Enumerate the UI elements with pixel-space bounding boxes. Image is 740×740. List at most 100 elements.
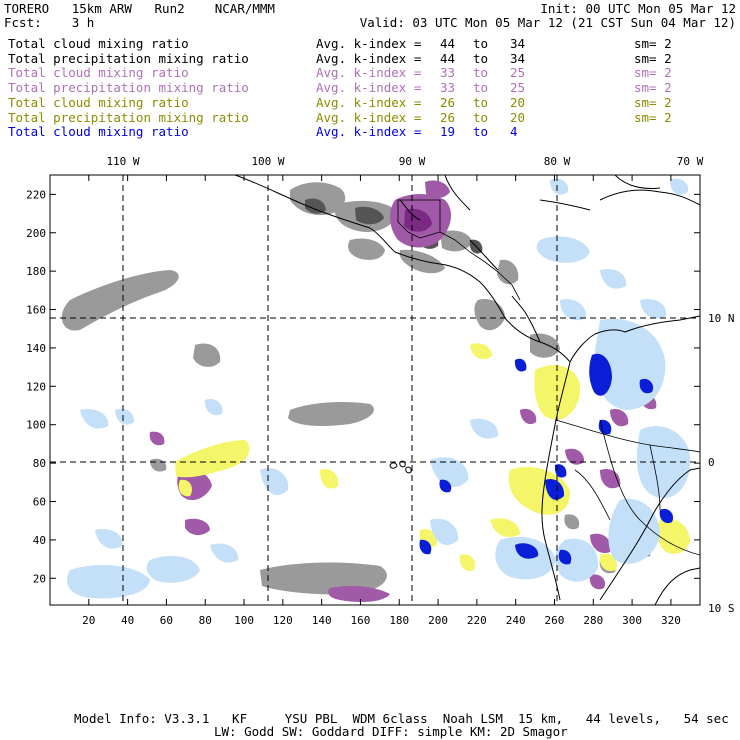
y-tick-labels: 220 200 180 160 140 120 100 80 60 40 20 — [26, 188, 46, 585]
x-tick-label-13: 280 — [583, 614, 603, 627]
legend-from-5: 26 — [440, 109, 456, 125]
longitude-label-0: 110 W — [106, 155, 139, 168]
legend-from-0: 44 — [440, 36, 456, 51]
y-tick-label-3: 160 — [26, 304, 46, 317]
legend-smoothing-1: sm= 2 — [634, 50, 672, 66]
y-tick-label-9: 40 — [33, 534, 46, 547]
x-tick-label-11: 240 — [506, 614, 526, 627]
run-label: Run2 — [154, 1, 185, 16]
x-tick-labels: 20 40 60 80 100 120 140 160 180 200 220 240 260 280 30… — [82, 614, 681, 627]
latitude-label-0: 10 N — [708, 312, 735, 325]
legend-from-4: 26 — [440, 94, 456, 110]
lat-lon-grid — [50, 175, 700, 605]
tick-marks — [50, 175, 700, 605]
model-resolution: 15km ARW — [71, 1, 132, 16]
legend-field-2: Total cloud mixing ratio — [8, 65, 189, 81]
longitude-label-2: 90 W — [399, 155, 426, 168]
y-tick-label-5: 120 — [26, 380, 46, 393]
legend-smoothing-0: sm= 2 — [634, 36, 672, 51]
x-tick-label-5: 120 — [273, 614, 293, 627]
center-label: NCAR/MMM — [214, 1, 275, 16]
coastlines — [234, 175, 700, 605]
fcst-label: Fcst: — [4, 15, 42, 30]
x-tick-label-8: 180 — [389, 614, 409, 627]
legend-to-3: 25 — [510, 80, 526, 96]
legend-to-5: 20 — [510, 109, 526, 125]
legend-from-3: 33 — [440, 80, 456, 96]
legend-smoothing-4: sm= 2 — [634, 94, 672, 110]
forecast-hour: Fcst: 3 h — [4, 16, 94, 30]
legend-to-word-3: to — [473, 80, 489, 96]
x-tick-label-4: 100 — [234, 614, 254, 627]
legend-field-6: Total cloud mixing ratio — [8, 124, 189, 140]
legend-index-label-3: Avg. k-index = — [316, 80, 422, 96]
country-borders — [397, 199, 700, 556]
model-info: Model Info: V3.3.1 KF YSU PBL WDM 6class… — [74, 711, 729, 726]
legend-field-5: Total precipitation mixing ratio — [8, 109, 249, 125]
x-tick-label-1: 40 — [121, 614, 134, 627]
blue-cloud-areas — [419, 353, 674, 565]
y-tick-label-2: 180 — [26, 265, 46, 278]
legend-smoothing-2: sm= 2 — [634, 65, 672, 81]
init-time: Init: 00 UTC Mon 05 Mar 12 — [540, 1, 736, 16]
legend-index-label-5: Avg. k-index = — [316, 109, 422, 125]
legend-to-word-2: to — [473, 65, 489, 81]
x-tick-label-15: 320 — [661, 614, 681, 627]
legend-to-6: 4 — [510, 124, 518, 140]
legend-to-0: 34 — [510, 36, 526, 51]
x-tick-label-0: 20 — [82, 614, 95, 627]
legend-to-2: 25 — [510, 65, 526, 81]
y-tick-label-8: 60 — [33, 496, 46, 509]
y-tick-label-1: 200 — [26, 227, 46, 240]
legend-to-1: 34 — [510, 50, 526, 66]
legend-to-word-1: to — [473, 50, 489, 66]
header-line-1: TORERO 15km ARW Run2 NCAR/MMM — [4, 2, 275, 16]
legend-field-1: Total precipitation mixing ratio — [8, 50, 249, 66]
field-shading — [61, 178, 691, 602]
latitude-label-1: 0 — [708, 456, 715, 469]
legend-index-label-6: Avg. k-index = — [316, 124, 422, 140]
x-tick-label-7: 160 — [351, 614, 371, 627]
y-tick-label-0: 220 — [26, 188, 46, 201]
legend-from-6: 19 — [440, 124, 456, 140]
legend-smoothing-5: sm= 2 — [634, 109, 672, 125]
x-tick-label-2: 60 — [160, 614, 173, 627]
latitude-labels: 10 N 0 10 S — [708, 312, 735, 615]
legend-to-word-5: to — [473, 109, 489, 125]
latitude-label-2: 10 S — [708, 602, 735, 615]
longitude-label-4: 70 W — [677, 155, 704, 168]
x-tick-label-12: 260 — [545, 614, 565, 627]
legend-index-label-4: Avg. k-index = — [316, 94, 422, 110]
legend-from-1: 44 — [440, 50, 456, 66]
x-tick-label-10: 220 — [467, 614, 487, 627]
legend-to-word-0: to — [473, 36, 489, 51]
legend-field-4: Total cloud mixing ratio — [8, 94, 189, 110]
legend-field-3: Total precipitation mixing ratio — [8, 80, 249, 96]
dark-purple-precip-areas — [404, 208, 432, 232]
legend-smoothing-3: sm= 2 — [634, 80, 672, 96]
x-tick-label-14: 300 — [622, 614, 642, 627]
legend-index-label-2: Avg. k-index = — [316, 65, 422, 81]
legend-to-word-4: to — [473, 94, 489, 110]
longitude-label-3: 80 W — [544, 155, 571, 168]
valid-time: Valid: 03 UTC Mon 05 Mar 12 (21 CST Sun … — [359, 15, 736, 30]
legend-index-label-0: Avg. k-index = — [316, 36, 422, 51]
y-tick-label-6: 100 — [26, 419, 46, 432]
y-tick-label-10: 20 — [33, 572, 46, 585]
legend-field-0: Total cloud mixing ratio — [8, 36, 189, 51]
x-tick-label-3: 80 — [199, 614, 212, 627]
x-tick-label-6: 140 — [312, 614, 332, 627]
longitude-labels: 110 W 100 W 90 W 80 W 70 W — [106, 155, 703, 168]
y-tick-label-4: 140 — [26, 342, 46, 355]
longitude-label-1: 100 W — [251, 155, 284, 168]
y-tick-label-7: 80 — [33, 457, 46, 470]
model-name: TORERO — [4, 1, 50, 16]
legend-index-label-1: Avg. k-index = — [316, 50, 422, 66]
legend-from-2: 33 — [440, 65, 456, 81]
legend-to-4: 20 — [510, 94, 526, 110]
plot-frame — [49, 174, 701, 606]
fcst-value: 3 h — [71, 15, 95, 30]
x-tick-label-9: 200 — [428, 614, 448, 627]
physics-info: LW: Godd SW: Goddard DIFF: simple KM: 2D… — [214, 724, 568, 739]
